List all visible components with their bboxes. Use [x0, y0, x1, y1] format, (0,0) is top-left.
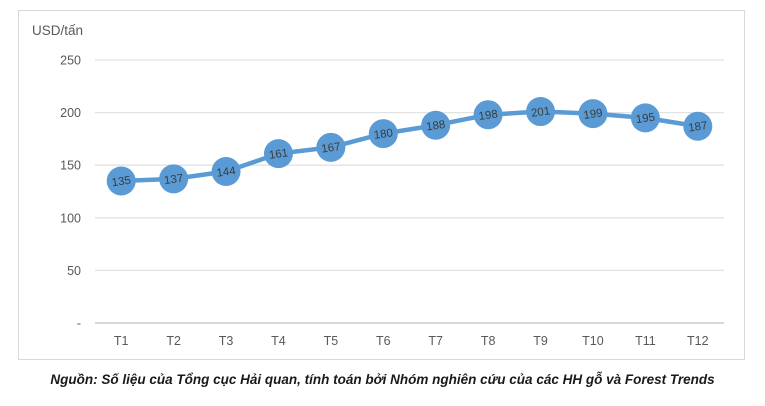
- data-point: [473, 100, 503, 130]
- data-point: [368, 119, 398, 149]
- y-tick-label: -: [77, 317, 81, 331]
- series-line: [118, 109, 701, 184]
- source-caption: Nguồn: Số liệu của Tổng cục Hải quan, tí…: [50, 372, 715, 387]
- line-chart-svg: - 50 100 150 200 250 T1 T2 T3 T4 T5 T6 T7 T8 T9 T10 T11 T…: [60, 54, 724, 348]
- data-point: [159, 164, 189, 194]
- data-point: [211, 157, 241, 187]
- data-label: 187: [688, 120, 709, 135]
- y-tick-label: 200: [60, 106, 81, 120]
- y-tick-label: 250: [60, 54, 81, 68]
- y-tick-label: 150: [60, 159, 81, 173]
- data-label: 161: [268, 147, 289, 162]
- data-point: [630, 103, 660, 133]
- chart-container: USD/tấn - 50 100 150 200 250 T1 T2 T3 T4 T5 T6 T7 T8 T…: [18, 10, 745, 360]
- data-point: [316, 132, 346, 162]
- data-point: [526, 97, 556, 127]
- x-tick-label: T4: [271, 334, 286, 348]
- data-label: 198: [478, 108, 499, 123]
- y-axis-unit-label: USD/tấn: [32, 23, 84, 38]
- x-tick-label: T8: [481, 334, 496, 348]
- x-tick-label: T12: [687, 334, 709, 348]
- data-point: [263, 139, 293, 169]
- x-tick-label: T2: [166, 334, 181, 348]
- data-label: 137: [163, 173, 184, 188]
- data-point: [421, 110, 451, 140]
- data-label: 167: [321, 141, 342, 156]
- x-tick-label: T6: [376, 334, 391, 348]
- x-tick-label: T11: [635, 334, 656, 348]
- data-point: [106, 166, 136, 196]
- x-tick-label: T3: [219, 334, 234, 348]
- data-label: 144: [216, 165, 237, 180]
- x-tick-label: T7: [428, 334, 443, 348]
- y-tick-label: 100: [60, 211, 81, 225]
- data-point: [578, 99, 608, 129]
- data-label: 195: [635, 112, 656, 127]
- x-tick-label: T5: [324, 334, 339, 348]
- data-point: [683, 111, 713, 141]
- data-label: 135: [111, 175, 132, 190]
- x-tick-label: T10: [582, 334, 604, 348]
- data-label: 199: [583, 107, 604, 122]
- data-label: 201: [530, 105, 551, 120]
- data-label: 188: [426, 119, 447, 134]
- x-tick-label: T9: [533, 334, 548, 348]
- data-label: 180: [373, 127, 394, 142]
- y-tick-label: 50: [67, 264, 81, 278]
- x-tick-label: T1: [114, 334, 129, 348]
